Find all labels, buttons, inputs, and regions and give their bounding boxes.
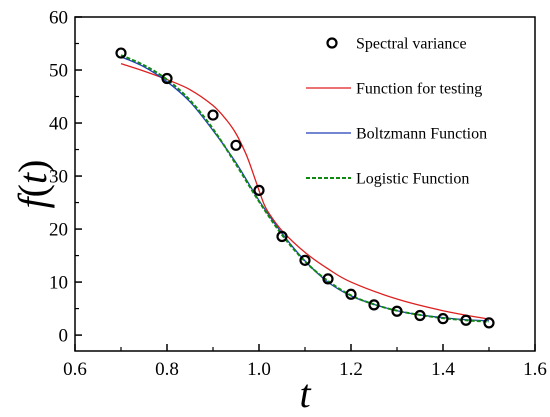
legend-label-boltzmann-function: Boltzmann Function [356,126,487,143]
data-point-spectral-variance [299,254,311,266]
data-point-spectral-variance [207,109,219,121]
legend-label-spectral-variance: Spectral variance [356,36,467,53]
data-point-spectral-variance [276,230,288,243]
x-tick-label: 1.4 [431,359,455,380]
data-point-spectral-variance [161,72,173,85]
series-lines [120,54,490,323]
data-point-spectral-variance [230,139,242,151]
y-tick-label: 10 [49,273,68,294]
data-point-spectral-variance [483,317,495,329]
x-tick-label: 0.6 [63,359,87,380]
y-tick-label: 50 [49,61,68,82]
series-markers [115,47,495,329]
data-point-spectral-variance [437,313,449,325]
x-ticks: 0.6 0.8 1.0 1.2 1.4 1.6 [63,344,547,380]
series-line-function-for-testing [120,63,490,320]
data-point-spectral-variance [414,309,426,322]
x-tick-label: 1.0 [247,359,271,380]
legend-label-function-for-testing: Function for testing [356,81,482,98]
y-tick-label: 20 [49,220,68,241]
data-point-spectral-variance [460,314,472,326]
legend: Spectral variance Function for testing Bol… [306,36,487,188]
data-point-spectral-variance [368,299,380,311]
legend-label-logistic-function: Logistic Function [356,171,469,188]
y-tick-label: 60 [49,8,68,29]
x-tick-label: 0.8 [155,359,179,380]
y-tick-label: 30 [49,167,68,188]
data-point-spectral-variance [322,273,334,285]
y-tick-label: 0 [59,326,69,347]
series-line-logistic-function [120,54,490,323]
data-point-spectral-variance [115,47,127,59]
data-point-spectral-variance [253,184,265,196]
y-axis-label-var: t [10,172,55,184]
y-ticks: 0 10 20 30 40 50 60 [49,8,82,347]
y-axis-label-open-paren: ( [10,184,55,197]
data-point-spectral-variance [345,288,357,300]
data-point-spectral-variance [391,305,403,317]
y-tick-label: 40 [49,114,68,135]
x-tick-label: 1.2 [339,359,363,380]
x-axis-label: t [299,371,311,412]
x-tick-label: 1.6 [523,359,547,380]
y-axis-label-close-paren: ) [10,160,55,173]
legend-marker-spectral-variance [326,37,338,49]
y-axis-label: f(t) [10,160,55,209]
